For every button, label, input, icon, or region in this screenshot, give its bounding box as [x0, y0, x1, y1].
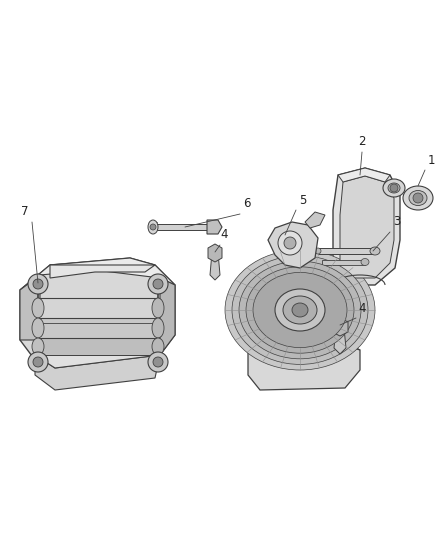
- Ellipse shape: [283, 296, 317, 324]
- Ellipse shape: [388, 183, 400, 193]
- Text: 4: 4: [220, 228, 227, 241]
- Ellipse shape: [152, 338, 164, 355]
- Circle shape: [28, 274, 48, 294]
- Ellipse shape: [232, 256, 368, 365]
- Text: 4: 4: [358, 302, 365, 315]
- Ellipse shape: [275, 289, 325, 331]
- Text: 5: 5: [299, 194, 306, 207]
- Text: 1: 1: [428, 154, 435, 167]
- Ellipse shape: [403, 186, 433, 210]
- Polygon shape: [35, 355, 160, 390]
- Ellipse shape: [148, 220, 158, 234]
- Text: 6: 6: [243, 197, 251, 210]
- Polygon shape: [268, 222, 318, 268]
- Polygon shape: [38, 338, 158, 355]
- Polygon shape: [50, 265, 155, 278]
- Polygon shape: [35, 345, 160, 368]
- Polygon shape: [248, 340, 360, 390]
- Ellipse shape: [370, 247, 380, 255]
- Ellipse shape: [383, 179, 405, 197]
- Circle shape: [148, 274, 168, 294]
- Ellipse shape: [361, 259, 369, 265]
- Polygon shape: [20, 275, 40, 340]
- Ellipse shape: [246, 267, 354, 353]
- Circle shape: [150, 224, 156, 230]
- Ellipse shape: [152, 298, 164, 318]
- Ellipse shape: [32, 298, 44, 318]
- Circle shape: [33, 279, 43, 289]
- Text: 7: 7: [21, 205, 28, 218]
- Text: 3: 3: [393, 215, 400, 228]
- Polygon shape: [207, 220, 222, 234]
- Polygon shape: [155, 224, 213, 230]
- Polygon shape: [322, 260, 365, 265]
- Polygon shape: [332, 318, 348, 336]
- Ellipse shape: [409, 190, 427, 206]
- Polygon shape: [160, 278, 175, 355]
- Polygon shape: [248, 340, 360, 350]
- Polygon shape: [208, 244, 222, 262]
- Ellipse shape: [152, 318, 164, 338]
- Circle shape: [148, 352, 168, 372]
- Polygon shape: [334, 328, 346, 354]
- Ellipse shape: [239, 261, 361, 359]
- Polygon shape: [318, 248, 375, 254]
- Circle shape: [413, 193, 423, 203]
- Circle shape: [153, 357, 163, 367]
- Circle shape: [33, 357, 43, 367]
- Ellipse shape: [315, 248, 321, 254]
- Ellipse shape: [292, 303, 308, 317]
- Polygon shape: [338, 168, 390, 182]
- Ellipse shape: [32, 338, 44, 355]
- Polygon shape: [210, 252, 220, 280]
- Circle shape: [390, 184, 398, 192]
- Polygon shape: [340, 176, 394, 278]
- Polygon shape: [38, 318, 158, 338]
- Polygon shape: [333, 168, 400, 285]
- Ellipse shape: [32, 318, 44, 338]
- Polygon shape: [20, 258, 175, 290]
- Text: 2: 2: [358, 135, 366, 148]
- Circle shape: [278, 231, 302, 255]
- Ellipse shape: [253, 272, 347, 348]
- Polygon shape: [305, 212, 325, 228]
- Circle shape: [284, 237, 296, 249]
- Polygon shape: [20, 258, 175, 368]
- Circle shape: [28, 352, 48, 372]
- Polygon shape: [38, 298, 158, 318]
- Ellipse shape: [225, 250, 375, 370]
- Circle shape: [153, 279, 163, 289]
